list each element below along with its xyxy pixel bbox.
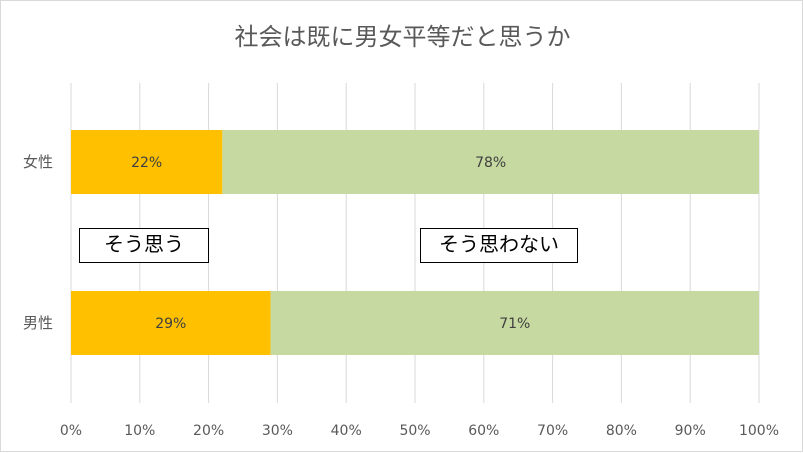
category-label: 男性: [23, 314, 53, 332]
x-tick-label: 20%: [193, 423, 224, 439]
callout-disagree: そう思わない: [420, 228, 578, 263]
x-tick-label: 100%: [739, 423, 779, 439]
bar-segment: [71, 291, 271, 355]
data-label: 22%: [131, 155, 162, 171]
bar-segment: [71, 130, 223, 194]
x-tick-label: 40%: [331, 423, 362, 439]
bar-segment: [270, 291, 759, 355]
x-tick-label: 80%: [606, 423, 637, 439]
x-tick-label: 60%: [468, 423, 499, 439]
x-tick-label: 30%: [262, 423, 293, 439]
data-label: 71%: [499, 316, 530, 332]
data-label: 29%: [155, 316, 186, 332]
callout-agree: そう思う: [79, 228, 209, 263]
x-tick-label: 10%: [124, 423, 155, 439]
category-label: 女性: [23, 153, 53, 171]
x-tick-label: 50%: [399, 423, 430, 439]
x-tick-label: 70%: [537, 423, 568, 439]
data-label: 78%: [475, 155, 506, 171]
x-tick-label: 0%: [60, 423, 82, 439]
x-tick-label: 90%: [675, 423, 706, 439]
bar-segment: [222, 130, 760, 194]
chart-title: 社会は既に男女平等だと思うか: [234, 23, 571, 51]
